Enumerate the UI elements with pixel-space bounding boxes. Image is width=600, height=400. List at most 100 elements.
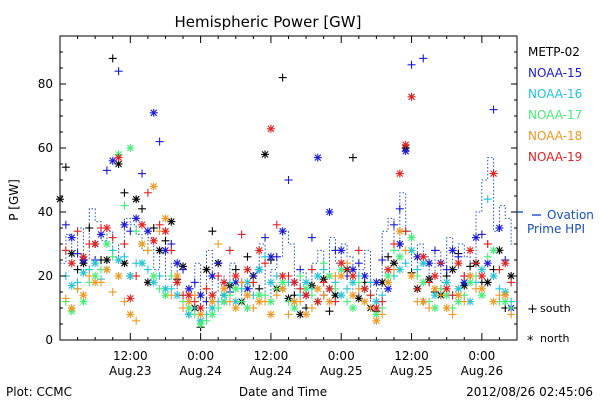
noaa-15-south-point xyxy=(179,265,188,274)
noaa-18-north-point xyxy=(360,297,369,306)
metp-02-north-point xyxy=(56,195,64,204)
noaa-19-south-point xyxy=(132,272,141,280)
noaa-16-south-point xyxy=(120,252,129,261)
noaa-17-north-point xyxy=(430,304,439,312)
noaa-18-north-point xyxy=(278,284,287,293)
noaa-17-north-point xyxy=(196,320,205,328)
south-marker-symbol: + xyxy=(527,302,538,317)
noaa-15-south-point xyxy=(138,169,147,178)
noaa-15-north-point xyxy=(448,246,457,255)
noaa-19-north-point xyxy=(407,92,416,101)
noaa-19-south-point xyxy=(202,284,211,293)
legend-entry-metp-02: METP-02 xyxy=(528,45,580,59)
noaa-17-north-point xyxy=(149,272,158,280)
x-tick-time-label: 0:00 xyxy=(328,349,355,363)
noaa-19-north-point xyxy=(501,259,510,268)
noaa-16-north-point xyxy=(477,265,486,274)
noaa-19-south-point xyxy=(307,265,316,274)
noaa-19-south-point xyxy=(108,233,117,242)
noaa-19-north-point xyxy=(372,304,381,312)
noaa-19-south-point xyxy=(436,259,445,268)
y-axis-ticks: 0 20 40 60 80 xyxy=(38,51,517,347)
noaa-18-south-point xyxy=(108,288,117,296)
noaa-18-south-point xyxy=(307,304,316,312)
x-tick-day-label: Aug.25 xyxy=(390,364,433,378)
noaa-19-south-point xyxy=(331,297,340,306)
noaa-19-south-point xyxy=(190,297,199,306)
x-tick-day-label: Aug.26 xyxy=(461,364,504,378)
noaa-19-south-point xyxy=(225,246,234,255)
x-tick-time-label: 0:00 xyxy=(187,349,214,363)
y-tick-label: 40 xyxy=(38,205,53,219)
noaa-19-north-point xyxy=(337,259,346,268)
noaa-19-south-point xyxy=(401,227,410,236)
metp-02-south-point xyxy=(208,227,217,236)
metp-02-south-point xyxy=(73,265,82,274)
noaa-19-south-point xyxy=(354,246,363,255)
noaa-18-south-point xyxy=(237,278,246,287)
noaa-16-north-point xyxy=(138,259,147,268)
noaa-15-south-point xyxy=(395,204,404,213)
noaa-18-south-point xyxy=(448,310,457,319)
metp-02-south-point xyxy=(384,252,393,261)
noaa-18-north-point xyxy=(337,272,346,280)
noaa-17-south-point xyxy=(132,227,141,236)
noaa-15-south-point xyxy=(477,230,486,239)
noaa-19-north-point xyxy=(208,291,217,300)
noaa-19-north-point xyxy=(114,153,123,162)
noaa-18-north-point xyxy=(372,316,381,325)
noaa-16-south-point xyxy=(483,195,492,204)
noaa-17-north-point xyxy=(501,297,510,306)
noaa-15-south-point xyxy=(284,176,293,184)
metp-02-south-point xyxy=(120,188,129,197)
noaa-16-north-point xyxy=(173,291,182,300)
noaa-19-north-point xyxy=(196,304,205,312)
noaa-15-north-point xyxy=(337,246,346,255)
noaa-15-north-point xyxy=(278,227,287,236)
noaa-18-north-point xyxy=(430,284,439,293)
noaa-19-north-point xyxy=(91,240,100,248)
noaa-18-south-point xyxy=(249,304,258,312)
noaa-16-south-point xyxy=(401,259,410,268)
noaa-17-north-point xyxy=(208,310,217,319)
noaa-19-north-point xyxy=(149,236,158,245)
noaa-19-north-point xyxy=(173,278,182,287)
noaa-15-north-point xyxy=(325,208,334,216)
noaa-19-south-point xyxy=(366,291,375,300)
noaa-19-south-point xyxy=(483,240,492,248)
noaa-18-north-point xyxy=(384,278,393,287)
noaa-18-north-point xyxy=(466,272,475,280)
metp-02-north-point xyxy=(261,150,270,159)
noaa-18-north-point xyxy=(243,291,252,300)
noaa-19-north-point xyxy=(138,220,147,229)
noaa-16-north-point xyxy=(337,291,346,300)
noaa-19-north-point xyxy=(466,246,475,255)
noaa-15-south-point xyxy=(489,105,498,114)
data-points xyxy=(56,54,516,332)
metp-02-south-point xyxy=(108,54,117,63)
legend: METP-02 NOAA-15 NOAA-16 NOAA-17 NOAA-18 NOAA-… xyxy=(528,45,582,164)
noaa-18-north-point xyxy=(79,291,88,300)
legend-entry-noaa-16: NOAA-16 xyxy=(528,87,582,101)
north-marker-label: north xyxy=(540,332,570,345)
footer-timestamp: 2012/08/26 02:45:06 xyxy=(466,385,593,399)
noaa-15-north-point xyxy=(67,233,76,242)
noaa-18-north-point xyxy=(419,297,428,306)
noaa-19-south-point xyxy=(155,220,164,229)
noaa-15-south-point xyxy=(354,259,363,268)
x-tick-day-label: Aug.23 xyxy=(109,364,152,378)
noaa-16-north-point xyxy=(255,265,264,274)
noaa-19-north-point xyxy=(102,224,111,232)
noaa-15-north-point xyxy=(495,224,504,232)
legend-entry-noaa-19: NOAA-19 xyxy=(528,150,582,164)
metp-02-north-point xyxy=(354,294,363,303)
noaa-18-south-point xyxy=(425,304,434,312)
noaa-19-north-point xyxy=(302,291,311,300)
metp-02-south-point xyxy=(149,224,158,232)
noaa-15-north-point xyxy=(149,108,158,117)
x-tick-day-label: Aug.24 xyxy=(179,364,222,378)
noaa-15-south-point xyxy=(61,220,70,229)
noaa-18-south-point xyxy=(120,297,129,306)
noaa-15-north-point xyxy=(120,220,129,229)
